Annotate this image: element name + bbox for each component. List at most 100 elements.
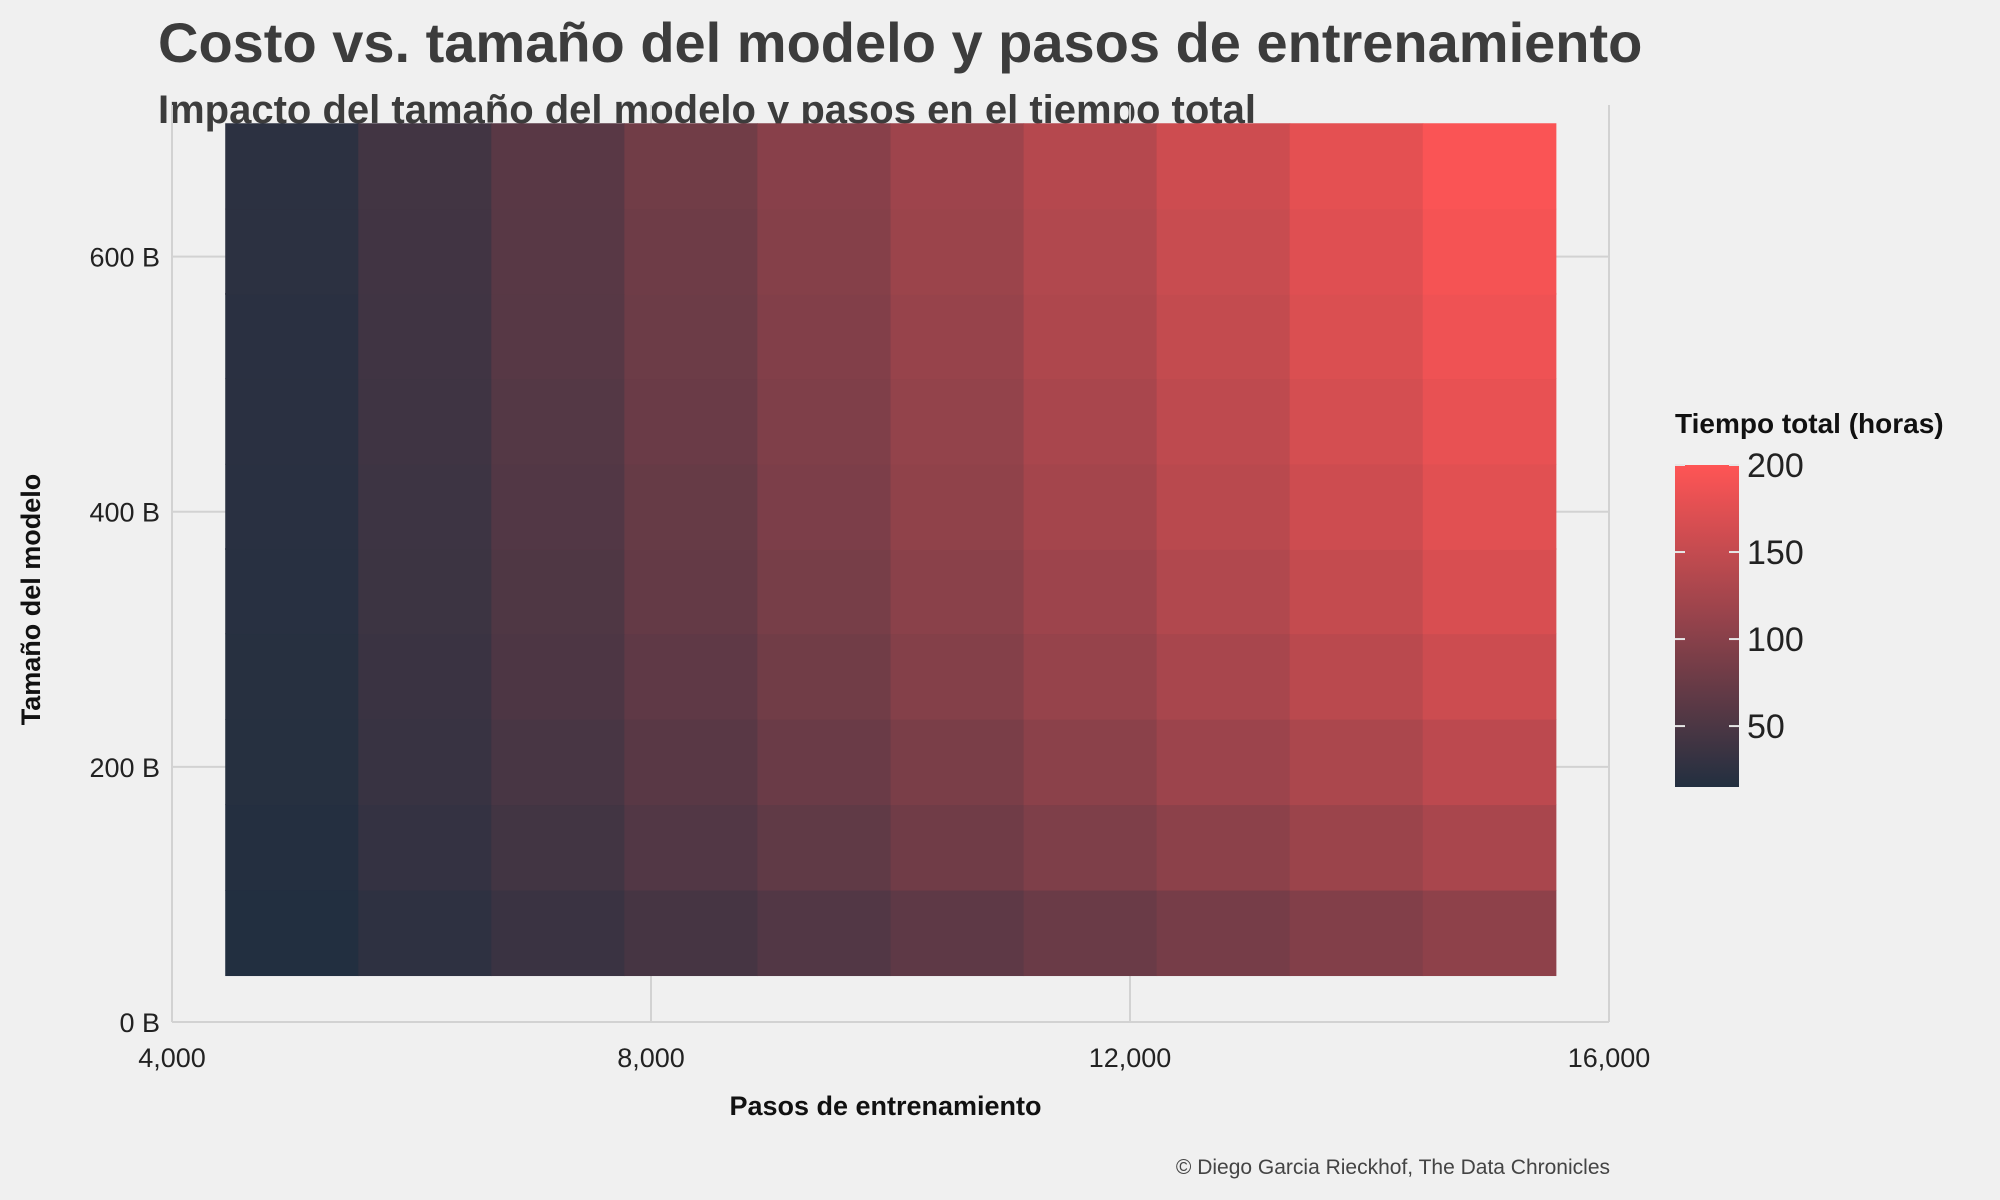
heatmap-tile [491,889,625,977]
x-tick-label: 12,000 [1089,1043,1172,1073]
heatmap-tile [225,719,359,806]
heatmap-tile [890,208,1025,295]
heatmap-tile [1023,804,1158,891]
heatmap-tile [757,123,892,210]
legend-title: Tiempo total (horas) [1675,408,1944,439]
heatmap-tile [1156,378,1291,465]
heatmap-tile [1289,463,1424,550]
heatmap-tile [1156,633,1291,720]
heatmap-tile [1023,292,1158,380]
y-axis-title: Tamaño del modelo [16,474,46,726]
heatmap-tile [1023,123,1158,210]
heatmap-tile [757,548,892,635]
heatmap-tile [1422,633,1557,720]
y-tick-label: 0 B [119,1008,160,1038]
heatmap-tile [491,548,625,635]
heatmap-tile [1289,378,1424,465]
heatmap-tile [358,804,492,891]
heatmap-tile [1422,208,1557,295]
heatmap-tile [1422,719,1557,806]
heatmap-tile [358,463,492,550]
heatmap-tile [225,378,359,465]
legend-tick-label: 50 [1747,708,1785,746]
y-tick-label: 400 B [89,498,160,528]
heatmap-tile [624,719,758,806]
legend-tick-label: 200 [1747,447,1804,485]
heatmap-tile [890,123,1025,210]
y-tick-label: 600 B [89,243,160,273]
heatmap-tile [358,719,492,806]
heatmap-tile [624,548,758,635]
heatmap-tile [890,548,1025,635]
heatmap-tile [1289,804,1424,891]
heatmap-tile [757,633,892,720]
heatmap-tile [624,463,758,550]
heatmap-tile [1023,548,1158,635]
heatmap-tile [1422,548,1557,635]
heatmap-tile [757,889,892,977]
heatmap-tile [491,633,625,720]
heatmap-tile [890,719,1025,806]
heatmap-tile [225,463,359,550]
heatmap-tile [491,378,625,465]
heatmap-tile [1156,548,1291,635]
heatmap-tile [1289,292,1424,380]
legend-tick-label: 150 [1747,534,1804,572]
heatmap-tile [890,292,1025,380]
heatmap-tile [491,123,625,210]
heatmap-tile [1422,378,1557,465]
heatmap-tile [1422,889,1557,977]
heatmap-tile [624,804,758,891]
legend-colorbar [1675,465,1739,787]
heatmap-tile [890,804,1025,891]
heatmap-tile [624,378,758,465]
heatmap-tile [1023,719,1158,806]
heatmap-tile [1156,208,1291,295]
chart-caption: © Diego Garcia Rieckhof, The Data Chroni… [1175,1156,1610,1179]
heatmap-tile [491,292,625,380]
heatmap-tile [890,378,1025,465]
heatmap-tile [624,633,758,720]
heatmap-tile [491,719,625,806]
heatmap-tile [1156,719,1291,806]
heatmap-tile [225,292,359,380]
heatmap-tile [1156,123,1291,210]
heatmap-tile [1289,208,1424,295]
heatmap-tile [1023,633,1158,720]
legend-tick-label: 100 [1747,621,1804,659]
heatmap-tile [225,633,359,720]
heatmap-tile [1023,463,1158,550]
heatmap-tile [757,463,892,550]
heatmap-tile [1422,804,1557,891]
heatmap-tile [358,633,492,720]
heatmap-tile [225,889,359,977]
heatmap-tile [757,719,892,806]
heatmap-tile [1289,889,1424,977]
heatmap-tile [491,208,625,295]
heatmap-tile [757,804,892,891]
heatmap-tile [757,292,892,380]
heatmap-tile [491,463,625,550]
heatmap-tile [1289,123,1424,210]
heatmap-tile [624,208,758,295]
heatmap-tile [624,292,758,380]
x-tick-label: 4,000 [138,1043,206,1073]
heatmap-tile [491,804,625,891]
heatmap-tile [358,292,492,380]
heatmap-tile [1156,292,1291,380]
heatmap-tile [225,208,359,295]
x-axis-title: Pasos de entrenamiento [729,1091,1041,1121]
heatmap-tile [1156,889,1291,977]
x-tick-label: 16,000 [1568,1043,1651,1073]
heatmap-tile [1422,463,1557,550]
heatmap-tile [1156,463,1291,550]
chart-title: Costo vs. tamaño del modelo y pasos de e… [158,11,1643,74]
heatmap-tile [1289,548,1424,635]
y-tick-label: 200 B [89,753,160,783]
heatmap-tile [624,889,758,977]
heatmap-tile [624,123,758,210]
heatmap-tile [1023,378,1158,465]
heatmap-tile [1422,123,1557,210]
